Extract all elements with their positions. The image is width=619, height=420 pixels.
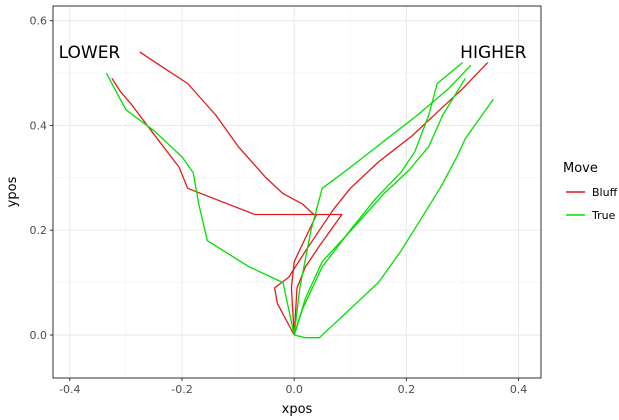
- series-line-true: [105, 72, 295, 336]
- annotation-lower: LOWER: [59, 43, 121, 63]
- series-layer: [105, 51, 494, 339]
- series-line-bluff: [139, 51, 343, 336]
- y-axis-title: ypos: [5, 176, 20, 207]
- plot-border: [52, 5, 542, 379]
- series-line-true: [293, 64, 472, 336]
- x-tick-label: 0.0: [285, 383, 303, 396]
- x-tick-label: 0.4: [510, 383, 528, 396]
- annotations: LOWER HIGHER: [59, 43, 527, 63]
- series-line-true: [294, 98, 494, 339]
- annotation-higher: HIGHER: [460, 43, 526, 63]
- y-axis-ticks: 0.0 0.2 0.4 0.6: [30, 15, 53, 342]
- x-axis-title: xpos: [282, 402, 313, 417]
- series-line-bluff: [111, 77, 318, 336]
- x-tick-label: -0.4: [59, 383, 80, 396]
- series-line-true: [293, 62, 463, 336]
- legend: Move Bluff True: [563, 161, 618, 222]
- y-tick-label: 0.4: [30, 119, 48, 132]
- legend-title: Move: [563, 161, 598, 176]
- x-axis-ticks: -0.4 -0.2 0.0 0.2 0.4: [59, 378, 527, 396]
- grid-minor: [53, 6, 541, 378]
- y-tick-label: 0.6: [30, 15, 48, 28]
- x-tick-label: 0.2: [398, 383, 416, 396]
- series-line-bluff: [273, 62, 489, 336]
- x-tick-label: -0.2: [171, 383, 192, 396]
- grid-major: [53, 6, 541, 378]
- legend-label-bluff: Bluff: [592, 186, 618, 199]
- y-tick-label: 0.2: [30, 224, 48, 237]
- legend-items: Bluff True: [566, 186, 618, 222]
- y-tick-label: 0.0: [30, 329, 48, 342]
- legend-label-true: True: [591, 209, 616, 222]
- series-line-true: [293, 77, 466, 336]
